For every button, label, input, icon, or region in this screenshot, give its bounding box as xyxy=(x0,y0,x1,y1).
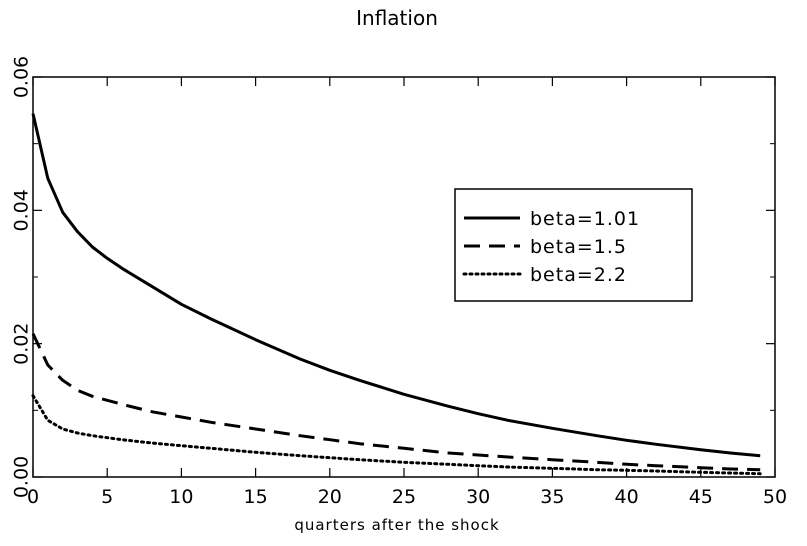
x-tick-label: 50 xyxy=(763,486,787,508)
legend-label: beta=1.01 xyxy=(530,208,640,230)
series-lines xyxy=(31,113,762,476)
x-tick-label: 30 xyxy=(466,486,490,508)
x-tick-label: 0 xyxy=(27,486,39,508)
x-tick-label: 5 xyxy=(101,486,113,508)
x-tick-label: 45 xyxy=(689,486,713,508)
x-axis-label: quarters after the shock xyxy=(294,516,499,534)
series-line xyxy=(31,113,761,458)
chart-title: Inflation xyxy=(356,6,438,30)
y-tick-label: 0.00 xyxy=(11,456,33,498)
x-tick-label: 40 xyxy=(615,486,639,508)
legend-label: beta=2.2 xyxy=(530,264,627,286)
x-tick-label: 15 xyxy=(244,486,268,508)
y-tick-label: 0.06 xyxy=(11,56,33,98)
x-tick-label: 20 xyxy=(318,486,342,508)
y-tick-label: 0.02 xyxy=(11,323,33,365)
x-axis-ticks: 0 5 10 15 20 25 30 35 40 45 50 xyxy=(27,77,787,508)
series-line xyxy=(31,394,762,476)
legend-items: beta=1.01 beta=1.5 beta=2.2 xyxy=(462,208,640,286)
series-line xyxy=(31,333,761,472)
y-tick-label: 0.04 xyxy=(11,189,33,231)
x-tick-label: 25 xyxy=(392,486,416,508)
x-tick-label: 10 xyxy=(169,486,193,508)
legend-label: beta=1.5 xyxy=(530,236,627,258)
legend: beta=1.01 beta=1.5 beta=2.2 xyxy=(454,188,693,302)
y-axis-ticks: 0.00 0.02 0.04 0.06 xyxy=(11,56,775,498)
x-tick-label: 35 xyxy=(540,486,564,508)
